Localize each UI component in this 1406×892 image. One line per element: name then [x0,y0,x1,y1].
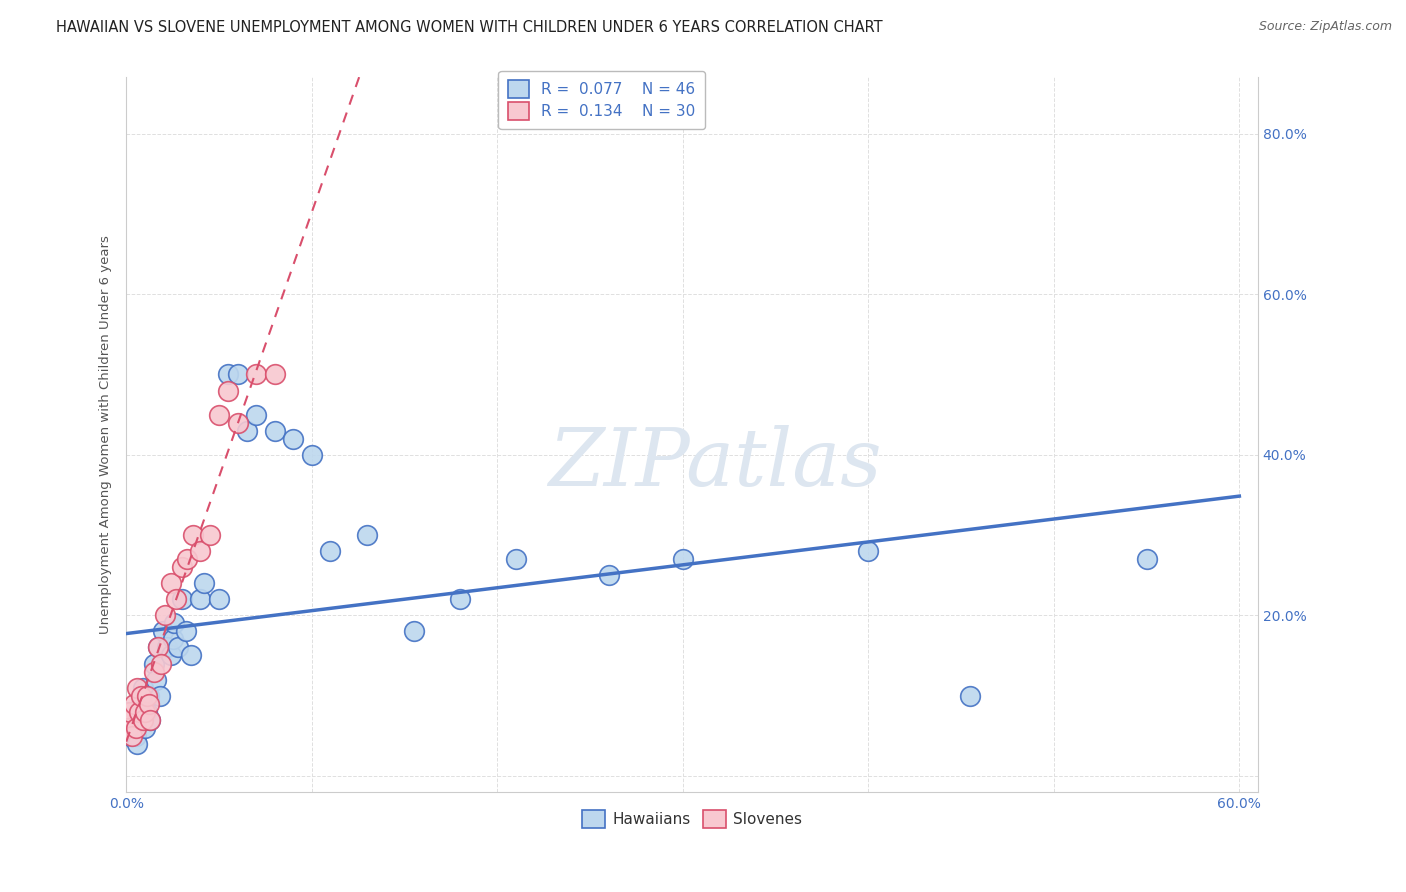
Point [959,689,981,703]
Point [122,697,145,711]
Y-axis label: Unemployment Among Women with Children Under 6 years: Unemployment Among Women with Children U… [100,235,112,634]
Point [134,721,156,735]
Point [226,368,249,382]
Point [198,528,221,542]
Point [208,592,231,607]
Point [143,665,166,679]
Point [217,384,239,398]
Point [672,552,695,566]
Point [122,721,145,735]
Point [402,624,425,639]
Point [180,648,202,663]
Point [217,368,239,382]
Point [598,568,620,582]
Point [226,416,249,430]
Point [146,640,169,655]
Point [159,648,181,663]
Point [117,721,139,735]
Text: ZIPatlas: ZIPatlas [548,425,882,502]
Point [236,424,259,438]
Point [1136,552,1159,566]
Point [127,737,149,751]
Point [128,713,150,727]
Point [190,592,212,607]
Point [149,689,172,703]
Point [143,657,166,671]
Legend: Hawaiians, Slovenes: Hawaiians, Slovenes [575,804,808,834]
Point [190,544,212,558]
Point [165,592,187,607]
Point [356,528,378,542]
Point [156,640,179,655]
Point [115,713,138,727]
Point [150,657,173,671]
Point [117,705,139,719]
Point [138,689,160,703]
Point [176,552,198,566]
Point [118,705,141,719]
Point [174,624,197,639]
Point [152,624,174,639]
Point [505,552,527,566]
Point [134,705,156,719]
Point [145,673,167,687]
Point [155,608,177,623]
Point [449,592,471,607]
Point [138,697,160,711]
Point [121,729,143,743]
Point [124,729,146,743]
Point [181,528,204,542]
Point [128,705,150,719]
Point [208,408,231,422]
Point [858,544,880,558]
Point [283,432,305,446]
Point [162,632,184,647]
Text: HAWAIIAN VS SLOVENE UNEMPLOYMENT AMONG WOMEN WITH CHILDREN UNDER 6 YEARS CORRELA: HAWAIIAN VS SLOVENE UNEMPLOYMENT AMONG W… [56,20,883,35]
Point [167,640,190,655]
Point [118,729,141,743]
Point [263,368,285,382]
Point [135,705,157,719]
Point [245,368,267,382]
Point [146,640,169,655]
Point [129,697,152,711]
Point [170,560,193,574]
Point [139,713,162,727]
Point [135,689,157,703]
Point [121,713,143,727]
Point [159,576,181,591]
Text: Source: ZipAtlas.com: Source: ZipAtlas.com [1258,20,1392,33]
Point [129,689,152,703]
Point [263,424,285,438]
Point [124,721,146,735]
Point [301,448,323,462]
Point [139,713,162,727]
Point [163,616,186,631]
Point [193,576,215,591]
Point [132,681,155,695]
Point [245,408,267,422]
Point [127,681,149,695]
Point [319,544,342,558]
Point [132,713,155,727]
Point [170,592,193,607]
